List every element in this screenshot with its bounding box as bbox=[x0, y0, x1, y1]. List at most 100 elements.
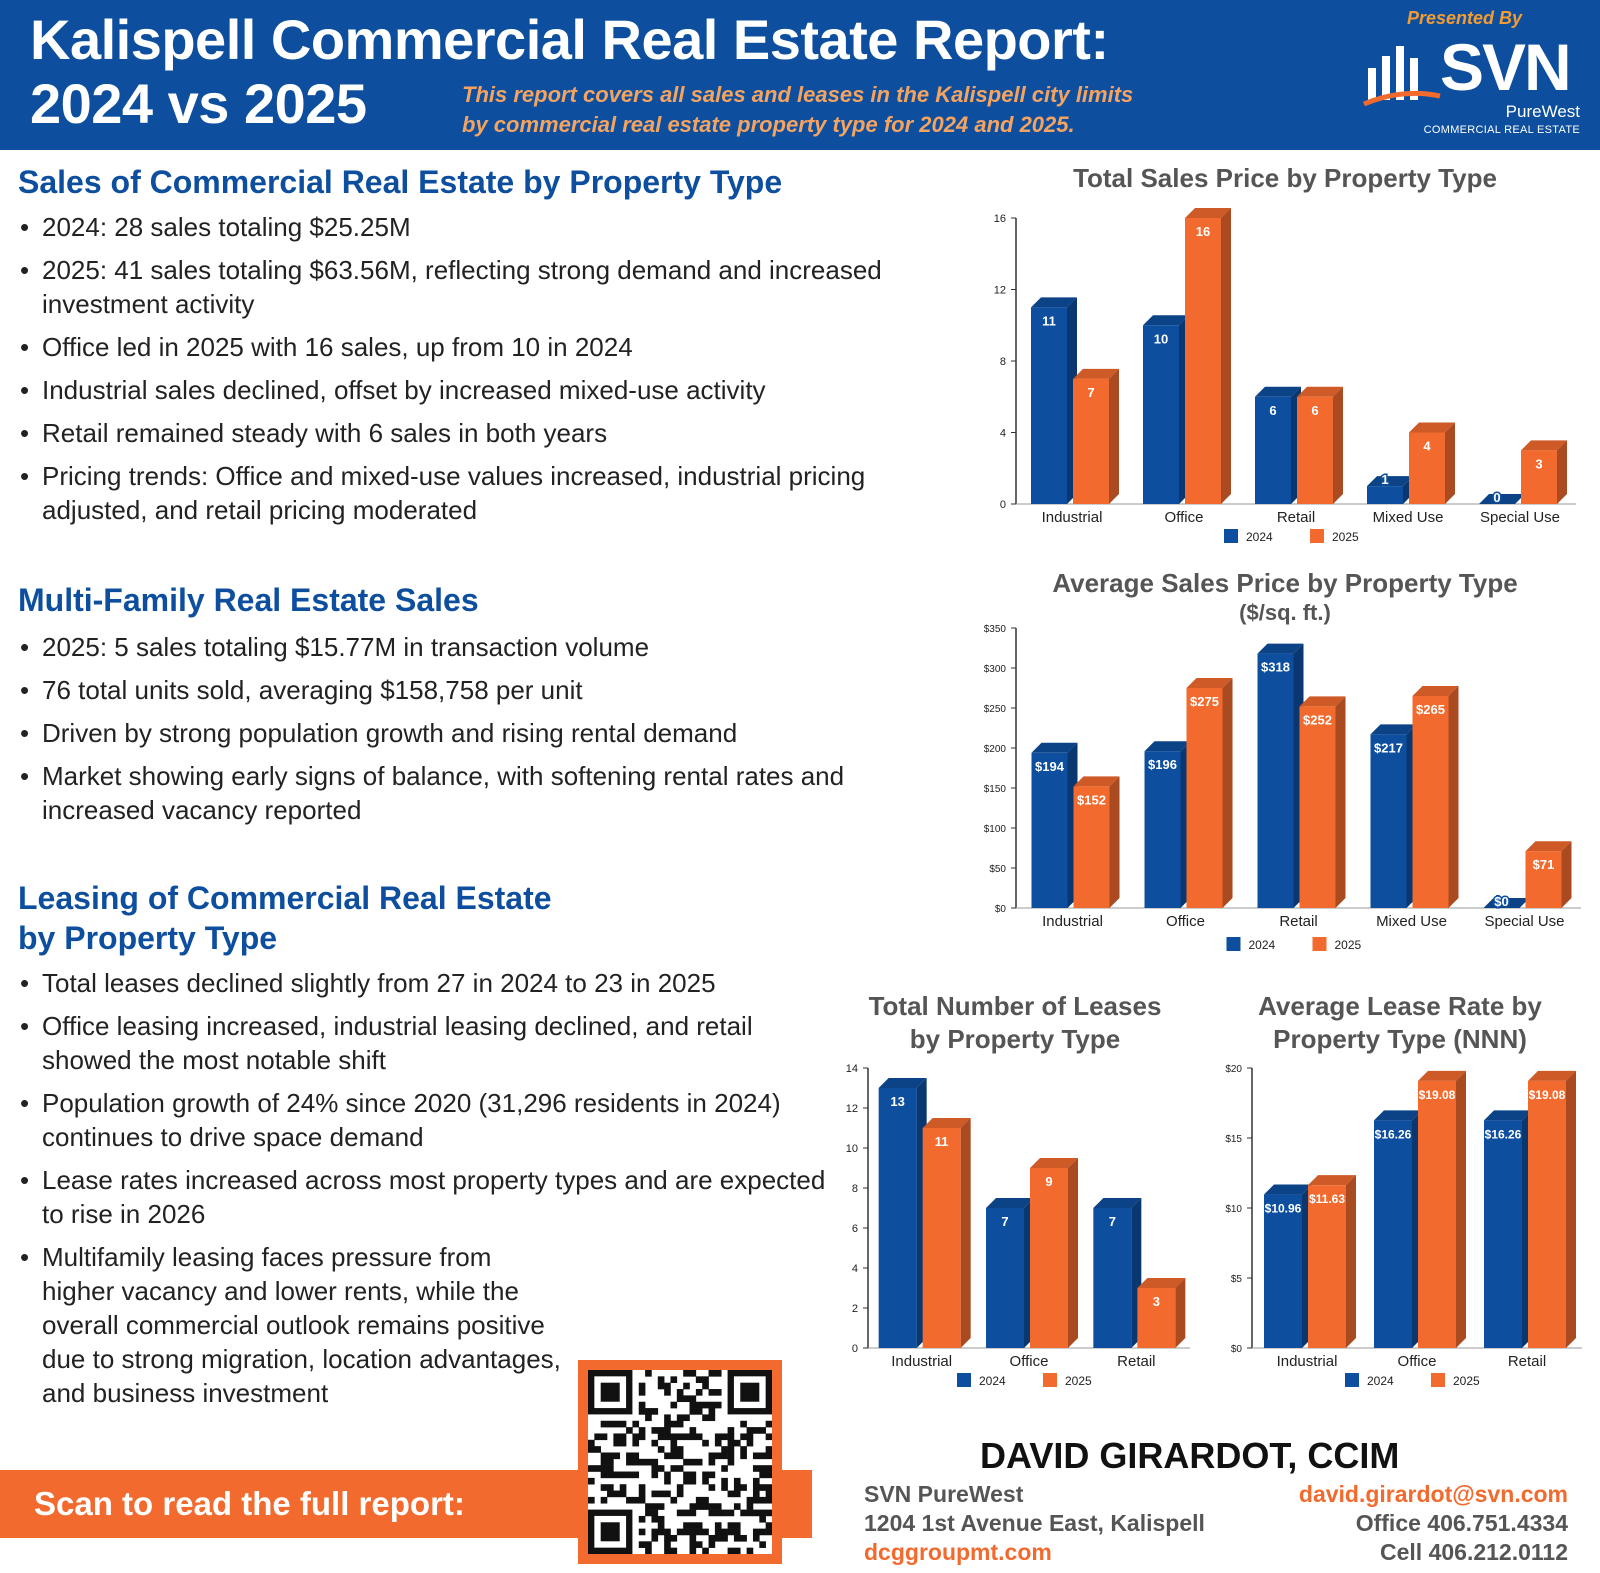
qr-module bbox=[638, 1389, 646, 1396]
chart-avg-lease-rate: $0 $5 $10 $15 $20 $10.96 $11.63 Industrial $16.2… bbox=[1225, 1064, 1582, 1388]
qr-module bbox=[683, 1522, 690, 1529]
bar-2024-special-use: $0 bbox=[1483, 893, 1530, 911]
bar-top-face bbox=[1521, 440, 1567, 451]
qr-module bbox=[759, 1541, 766, 1548]
y-tick-label: 8 bbox=[1000, 356, 1006, 368]
qr-module bbox=[708, 1414, 716, 1422]
bar-2025-mixed-use: 4 bbox=[1409, 422, 1455, 504]
bar-top-face bbox=[1030, 1158, 1078, 1168]
qr-module bbox=[670, 1433, 678, 1441]
report-title-line2: 2024 vs 2025 bbox=[30, 72, 367, 135]
qr-module bbox=[683, 1370, 690, 1377]
qr-module bbox=[613, 1452, 621, 1460]
qr-module bbox=[600, 1465, 608, 1472]
qr-module bbox=[657, 1503, 665, 1510]
y-tick-label: $0 bbox=[1231, 1344, 1243, 1355]
qr-module bbox=[670, 1420, 678, 1428]
qr-module bbox=[594, 1446, 601, 1453]
chart-title-total-leases: Total Number of Leases by Property Type bbox=[830, 990, 1200, 1056]
contact-email-link[interactable]: david.girardot@svn.com bbox=[1298, 1481, 1568, 1507]
qr-module bbox=[759, 1515, 766, 1523]
bar-side-face bbox=[1175, 1278, 1186, 1348]
qr-module bbox=[689, 1370, 697, 1377]
qr-module bbox=[759, 1496, 766, 1504]
qr-code[interactable] bbox=[588, 1370, 773, 1555]
qr-module bbox=[765, 1446, 773, 1453]
qr-module bbox=[714, 1370, 722, 1377]
qr-module bbox=[759, 1528, 766, 1536]
logo-bars-icon bbox=[1363, 46, 1441, 107]
chart-total-sales: 0 4 8 12 16 11 7 Industrial 10 16 Office 6 6 Retail 1 4… bbox=[994, 208, 1576, 544]
qr-module bbox=[740, 1509, 747, 1517]
bar-value-label: $16.26 bbox=[1375, 1127, 1412, 1141]
x-category-label: Office bbox=[1165, 509, 1204, 526]
contact-name: DAVID GIRARDOT, CCIM bbox=[980, 1435, 1400, 1476]
qr-module bbox=[676, 1484, 684, 1491]
x-category-label: Industrial bbox=[1042, 509, 1103, 526]
bar-front-face bbox=[1031, 752, 1068, 908]
bar-top-face bbox=[1255, 386, 1301, 397]
contact-company: SVN PureWest bbox=[864, 1481, 1024, 1507]
x-category-label: Retail bbox=[1508, 1353, 1546, 1370]
qr-module bbox=[657, 1465, 665, 1472]
qr-module bbox=[695, 1433, 703, 1441]
bar-top-face bbox=[922, 1118, 971, 1128]
bar-front-face bbox=[1143, 325, 1179, 504]
bar-2024-mixed-use: $217 bbox=[1370, 724, 1417, 908]
x-category-label: Special Use bbox=[1480, 509, 1560, 526]
qr-module bbox=[594, 1433, 601, 1441]
qr-module bbox=[645, 1503, 652, 1510]
bar-2025-retail: 6 bbox=[1297, 386, 1343, 504]
qr-module bbox=[752, 1465, 760, 1472]
bar-2024-office: $16.26 bbox=[1374, 1110, 1422, 1348]
sales-bullet: Office led in 2025 with 16 sales, up fro… bbox=[18, 330, 918, 364]
qr-module bbox=[765, 1465, 773, 1472]
qr-module bbox=[651, 1408, 659, 1415]
qr-module bbox=[752, 1490, 760, 1498]
qr-module bbox=[695, 1503, 703, 1510]
qr-module bbox=[638, 1382, 646, 1390]
y-tick-label: 12 bbox=[846, 1103, 858, 1115]
qr-module bbox=[727, 1547, 735, 1555]
x-category-label: Mixed Use bbox=[1376, 913, 1447, 930]
legend-label-2024: 2024 bbox=[1246, 530, 1273, 544]
bar-front-face bbox=[1409, 432, 1445, 504]
contact-website-link[interactable]: dcggroupmt.com bbox=[864, 1539, 1052, 1565]
qr-module bbox=[721, 1433, 728, 1441]
qr-module bbox=[664, 1414, 671, 1422]
qr-module bbox=[746, 1503, 754, 1510]
qr-module bbox=[600, 1452, 608, 1460]
legend-swatch-2024 bbox=[1345, 1373, 1359, 1387]
qr-module bbox=[765, 1509, 773, 1517]
bar-value-label: 7 bbox=[1109, 1214, 1116, 1229]
qr-module bbox=[733, 1528, 741, 1536]
bar-front-face bbox=[1297, 396, 1333, 504]
bar-front-face bbox=[922, 1128, 961, 1348]
bar-front-face bbox=[1073, 786, 1110, 908]
qr-module bbox=[670, 1401, 678, 1409]
legend-label-2025: 2025 bbox=[1335, 938, 1362, 952]
y-tick-label: 4 bbox=[1000, 428, 1006, 440]
legend-swatch-2024 bbox=[1224, 529, 1238, 543]
bar-side-face bbox=[1448, 686, 1459, 908]
qr-module bbox=[752, 1534, 760, 1542]
bar-top-face bbox=[1144, 741, 1191, 752]
qr-module bbox=[676, 1465, 684, 1472]
qr-module bbox=[670, 1465, 678, 1472]
report-title-line1: Kalispell Commercial Real Estate Report: bbox=[30, 8, 1109, 71]
qr-module bbox=[664, 1389, 671, 1396]
qr-module bbox=[683, 1477, 690, 1485]
bar-value-label: 9 bbox=[1045, 1174, 1052, 1189]
bar-top-face bbox=[1418, 1070, 1466, 1081]
qr-module bbox=[626, 1458, 633, 1466]
bar-top-face bbox=[878, 1078, 927, 1088]
bar-value-label: 7 bbox=[1001, 1214, 1008, 1229]
qr-module bbox=[714, 1509, 722, 1517]
bar-value-label: $19.08 bbox=[1419, 1088, 1456, 1102]
bar-front-face bbox=[1144, 751, 1181, 908]
legend-label-2024: 2024 bbox=[1367, 1374, 1394, 1388]
qr-finder-center bbox=[600, 1522, 620, 1542]
qr-module bbox=[740, 1446, 747, 1453]
leasing-bullet: Lease rates increased across most proper… bbox=[18, 1163, 828, 1231]
y-tick-label: 10 bbox=[846, 1143, 858, 1155]
